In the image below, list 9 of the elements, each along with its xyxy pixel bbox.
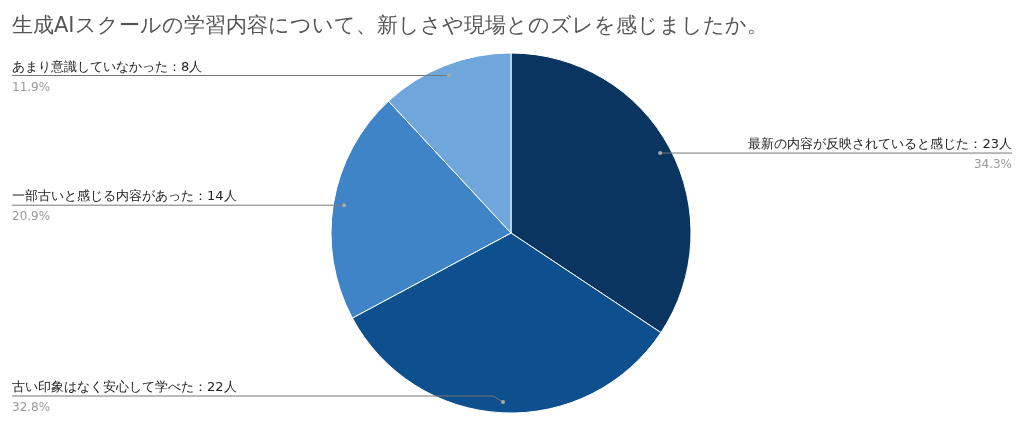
data-label: 32.8%	[12, 400, 51, 414]
data-label: 11.9%	[12, 79, 51, 94]
slice-label: あまり意識していなかった：8人	[12, 58, 203, 74]
slice-label: 最新の内容が反映されていると感じた：23人	[748, 136, 1012, 152]
slice-label: 一部古いと感じる内容があった：14人	[12, 188, 237, 204]
chart-title: 生成AIスクールの学習内容について、新しさや現場とのズレを感じましたか。	[12, 13, 768, 37]
data-label: 20.9%	[12, 209, 51, 224]
data-label: 34.3%	[973, 157, 1012, 172]
slice-label: 古い印象はなく安心して学べた：22人	[12, 379, 237, 394]
